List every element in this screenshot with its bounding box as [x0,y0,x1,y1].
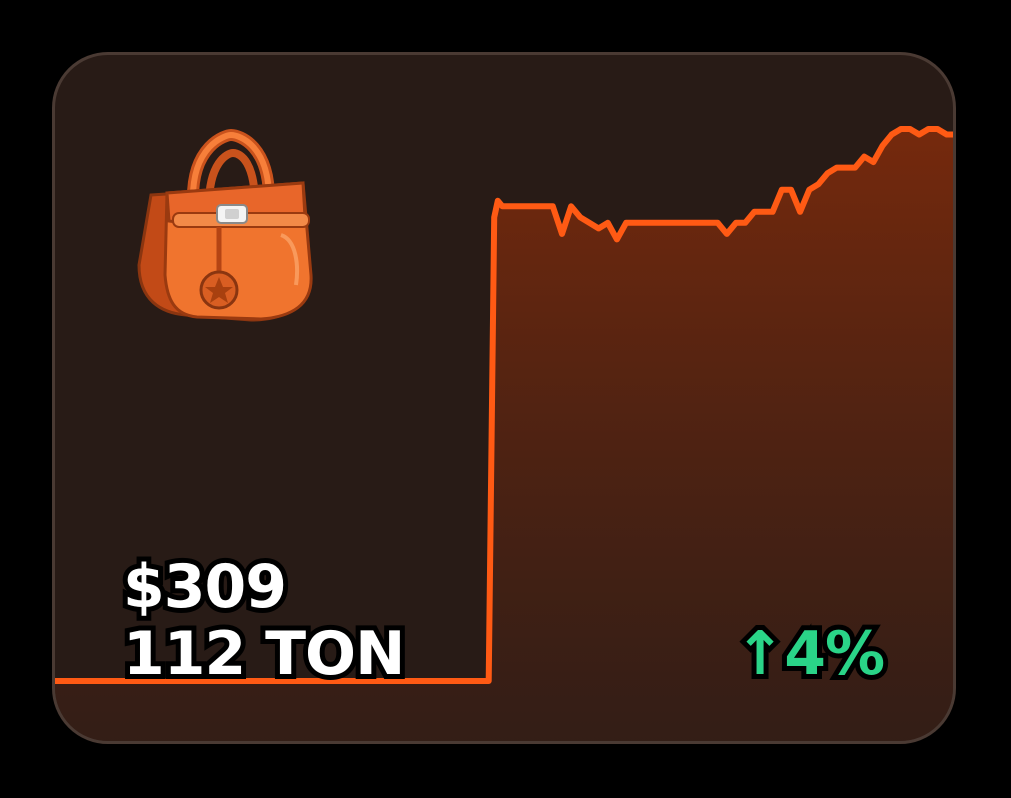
price-change-value: 4% [779,619,890,689]
arrow-up-icon: ↑ [730,619,790,689]
chart-series-line [55,126,953,684]
price-ton: 112 TON [118,619,410,689]
handbag-icon [131,125,331,335]
price-chart [55,126,953,741]
price-change: ↑4% [730,619,890,689]
price-usd: $309 [118,552,292,622]
gift-price-card[interactable]: $309 112 TON ↑4% [52,52,956,744]
chart-area-fill [55,129,953,741]
